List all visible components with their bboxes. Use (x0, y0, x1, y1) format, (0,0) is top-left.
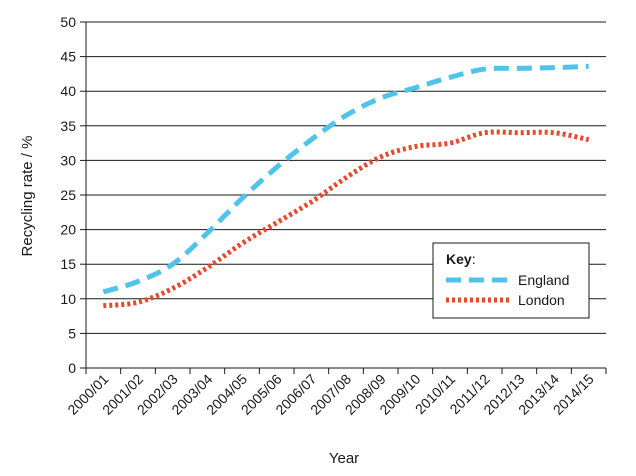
legend-title: Key: (446, 251, 476, 267)
y-tick-label: 10 (60, 291, 76, 307)
y-axis-label: Recycling rate / % (19, 136, 36, 257)
y-tick-label: 15 (60, 256, 76, 272)
y-tick-label: 5 (68, 325, 76, 341)
series-lines (102, 63, 590, 309)
y-tick-label: 30 (60, 152, 76, 168)
series-line-england (102, 63, 589, 295)
y-tick-label: 20 (60, 222, 76, 238)
y-tick-label: 45 (60, 49, 76, 65)
y-tick-labels: 0 5 10 15 20 25 30 35 40 45 50 (60, 14, 86, 376)
series-line-london (103, 129, 590, 309)
x-axis-label: Year (329, 450, 359, 467)
x-tick-labels: 2000/012001/022002/032003/042004/052005/… (64, 368, 607, 418)
y-tick-label: 50 (60, 14, 76, 30)
y-tick-label: 35 (60, 118, 76, 134)
legend: Key: England London (432, 242, 590, 319)
y-tick-label: 0 (68, 360, 76, 376)
y-tick-label: 40 (60, 83, 76, 99)
y-tick-label: 25 (60, 187, 76, 203)
legend-label-england: England (518, 272, 569, 288)
legend-label-london: London (518, 292, 565, 308)
